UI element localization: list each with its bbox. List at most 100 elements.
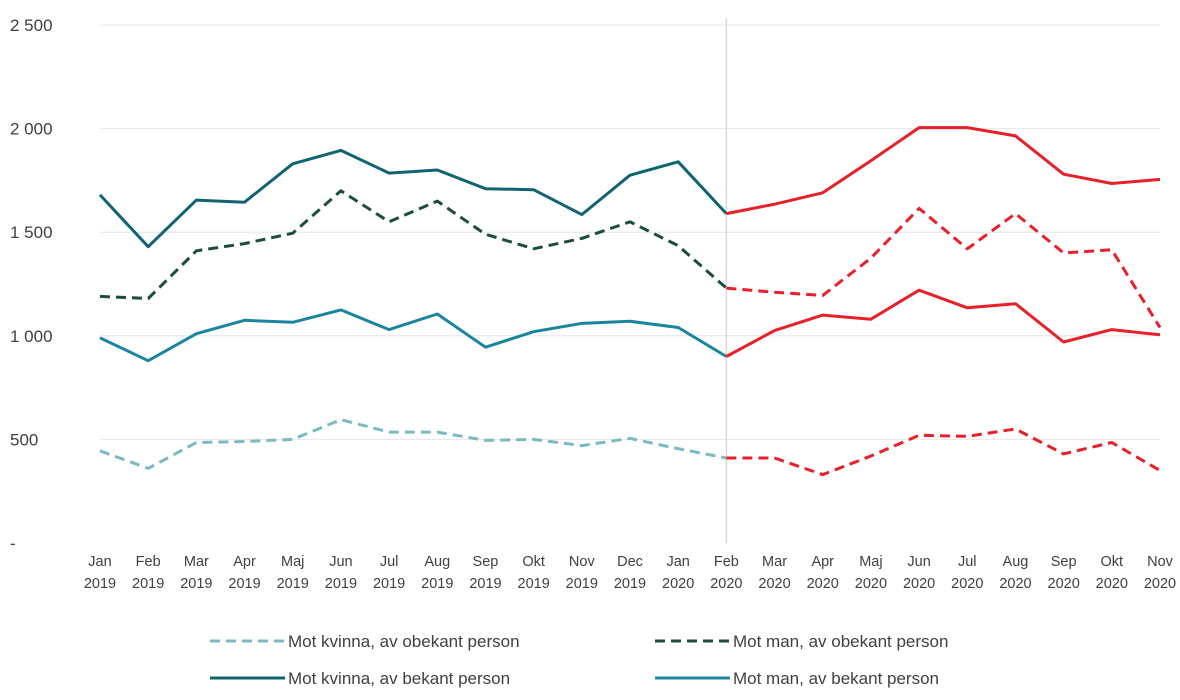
data-point <box>1062 452 1066 456</box>
data-point <box>1062 251 1066 255</box>
x-tick-month: Sep <box>1051 554 1077 570</box>
data-point <box>628 436 632 440</box>
data-point <box>1110 248 1114 252</box>
legend-item: Mot kvinna, av obekant person <box>210 632 520 651</box>
data-point <box>1158 468 1162 472</box>
data-point <box>821 473 825 477</box>
y-tick-label: - <box>10 534 16 553</box>
x-tick-label: Maj 2020 <box>855 554 887 592</box>
x-tick-year: 2020 <box>1144 576 1176 592</box>
y-tick-label: 500 <box>10 430 38 449</box>
x-tick-label: Jan 2019 <box>84 554 116 592</box>
series-1 <box>99 418 1162 477</box>
data-point <box>387 171 391 175</box>
series-line-highlight <box>725 288 1161 358</box>
data-point <box>1013 212 1017 216</box>
x-tick-label: Jul 2019 <box>373 554 405 592</box>
data-point <box>869 159 873 163</box>
data-point <box>773 329 777 333</box>
x-tick-year: 2019 <box>132 576 164 592</box>
data-point <box>1062 172 1066 176</box>
x-tick-month: Maj <box>281 554 304 570</box>
x-tick-month: Okt <box>522 554 545 570</box>
data-point <box>243 439 247 443</box>
x-tick-label: Jan 2020 <box>662 554 694 592</box>
data-point <box>917 206 921 210</box>
legend-label: Mot man, av obekant person <box>733 632 948 651</box>
series-line-highlight <box>726 427 1161 477</box>
data-point <box>532 188 536 192</box>
data-point <box>194 249 198 253</box>
x-tick-month: Okt <box>1101 554 1124 570</box>
data-point <box>1158 333 1162 337</box>
data-point <box>243 242 247 246</box>
data-point <box>1013 134 1017 138</box>
data-point <box>917 288 921 292</box>
data-point <box>965 434 969 438</box>
data-point <box>339 189 343 193</box>
series-3 <box>98 126 1162 249</box>
x-tick-month: Aug <box>424 554 450 570</box>
y-tick-label: 1 000 <box>10 327 53 346</box>
data-point <box>146 466 150 470</box>
data-point <box>965 247 969 251</box>
data-point <box>773 456 777 460</box>
data-point <box>339 418 343 422</box>
data-point <box>724 456 728 460</box>
data-point <box>1158 177 1162 181</box>
data-point <box>194 198 198 202</box>
legend-item: Mot kvinna, av bekant person <box>210 669 510 688</box>
data-point <box>435 430 439 434</box>
data-point <box>965 306 969 310</box>
x-tick-month: Aug <box>1003 554 1029 570</box>
data-point <box>628 173 632 177</box>
y-tick-label: 2 500 <box>10 16 53 35</box>
x-tick-month: Nov <box>1147 554 1174 570</box>
data-point <box>532 330 536 334</box>
data-point <box>435 168 439 172</box>
x-tick-label: Apr 2020 <box>807 554 839 592</box>
x-tick-year: 2019 <box>84 576 116 592</box>
data-point <box>532 247 536 251</box>
data-point <box>146 359 150 363</box>
data-point <box>339 308 343 312</box>
x-tick-year: 2019 <box>228 576 260 592</box>
data-point <box>580 213 584 217</box>
data-point <box>339 148 343 152</box>
data-point <box>1013 302 1017 306</box>
data-point <box>821 313 825 317</box>
legend-label: Mot man, av bekant person <box>733 669 939 688</box>
x-tick-year: 2020 <box>903 576 935 592</box>
data-point <box>676 160 680 164</box>
legend-item: Mot man, av bekant person <box>655 669 939 688</box>
x-tick-year: 2019 <box>469 576 501 592</box>
x-tick-year: 2020 <box>951 576 983 592</box>
x-tick-year: 2020 <box>999 576 1031 592</box>
data-point <box>917 433 921 437</box>
y-tick-label: 1 500 <box>10 223 53 242</box>
data-point <box>1110 328 1114 332</box>
x-tick-label: Sep 2020 <box>1048 554 1080 592</box>
data-point <box>869 454 873 458</box>
data-point <box>435 199 439 203</box>
data-point <box>98 336 102 340</box>
data-point <box>821 191 825 195</box>
data-point <box>628 220 632 224</box>
data-point <box>869 256 873 260</box>
series-line-highlight <box>726 126 1161 216</box>
x-tick-label: Jun 2019 <box>325 554 357 592</box>
x-tick-year: 2020 <box>662 576 694 592</box>
x-tick-year: 2019 <box>421 576 453 592</box>
x-tick-month: Jan <box>666 554 689 570</box>
y-axis-ticks: - 500 1 000 1 500 2 000 2 500 <box>10 16 53 553</box>
x-axis-ticks: Jan 2019 Feb 2019 Mar 2019 Apr 2019 Maj 2019 Jun 20… <box>84 554 1176 592</box>
data-point <box>483 187 487 191</box>
series-2 <box>99 189 1162 330</box>
x-tick-label: Feb 2019 <box>132 554 164 592</box>
data-point <box>1158 326 1162 330</box>
x-tick-label: Nov 2019 <box>566 554 598 592</box>
x-tick-label: Apr 2019 <box>228 554 260 592</box>
data-point <box>291 437 295 441</box>
